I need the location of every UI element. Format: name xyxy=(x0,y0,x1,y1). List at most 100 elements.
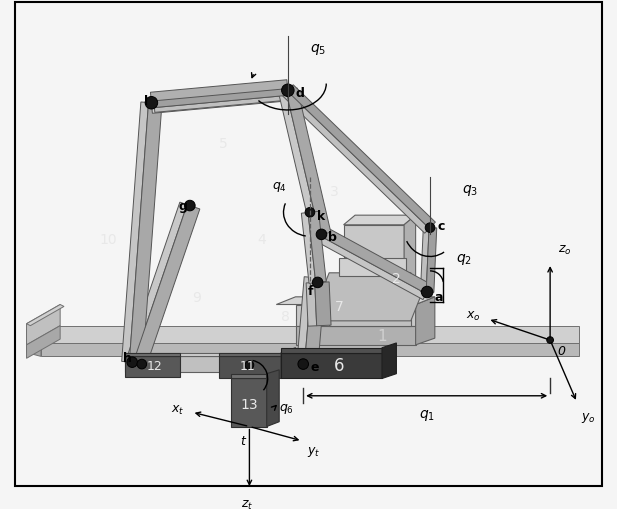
Polygon shape xyxy=(317,237,426,300)
Text: $q_2$: $q_2$ xyxy=(456,251,472,266)
Text: 13: 13 xyxy=(241,398,259,412)
Text: 4: 4 xyxy=(257,233,267,247)
Polygon shape xyxy=(296,326,416,345)
Polygon shape xyxy=(125,353,315,357)
Text: l: l xyxy=(144,95,148,108)
Polygon shape xyxy=(122,103,149,362)
Polygon shape xyxy=(297,277,312,368)
Polygon shape xyxy=(278,92,320,237)
Text: f: f xyxy=(308,284,313,297)
Polygon shape xyxy=(125,203,187,365)
Polygon shape xyxy=(344,216,416,225)
Text: $x_t$: $x_t$ xyxy=(171,403,184,416)
Polygon shape xyxy=(27,305,64,326)
Text: $q_5$: $q_5$ xyxy=(310,42,326,58)
Polygon shape xyxy=(321,228,431,294)
Text: t: t xyxy=(241,434,246,447)
Polygon shape xyxy=(281,348,296,379)
Text: e: e xyxy=(311,361,320,374)
Text: 7: 7 xyxy=(334,300,343,314)
Text: $z_t$: $z_t$ xyxy=(241,498,254,509)
Polygon shape xyxy=(426,228,437,293)
Polygon shape xyxy=(329,293,411,326)
Polygon shape xyxy=(296,305,416,326)
Text: 0: 0 xyxy=(487,328,497,343)
Polygon shape xyxy=(125,353,180,357)
Circle shape xyxy=(245,361,254,370)
Text: 10: 10 xyxy=(99,233,117,247)
Text: $x_o$: $x_o$ xyxy=(466,309,481,322)
Polygon shape xyxy=(152,94,289,114)
Circle shape xyxy=(145,97,158,110)
Circle shape xyxy=(184,201,195,211)
Polygon shape xyxy=(41,343,579,357)
Polygon shape xyxy=(283,92,429,234)
Text: $z_o$: $z_o$ xyxy=(558,243,571,256)
Polygon shape xyxy=(218,353,281,357)
Polygon shape xyxy=(154,89,291,108)
Polygon shape xyxy=(339,259,406,276)
Text: $q_1$: $q_1$ xyxy=(419,408,435,422)
Polygon shape xyxy=(231,379,267,427)
Text: 0: 0 xyxy=(558,344,566,357)
Polygon shape xyxy=(344,225,404,293)
Polygon shape xyxy=(231,374,267,379)
Text: d: d xyxy=(296,87,304,99)
Polygon shape xyxy=(286,89,331,235)
Text: k: k xyxy=(317,209,325,222)
Polygon shape xyxy=(218,357,281,379)
Polygon shape xyxy=(320,273,420,321)
Polygon shape xyxy=(306,283,317,326)
Polygon shape xyxy=(382,343,396,379)
Polygon shape xyxy=(130,103,162,363)
Text: c: c xyxy=(437,220,445,233)
Text: 1: 1 xyxy=(377,328,387,343)
Text: $y_t$: $y_t$ xyxy=(307,444,320,458)
Text: $q_4$: $q_4$ xyxy=(272,180,287,194)
Circle shape xyxy=(137,359,147,369)
Polygon shape xyxy=(267,370,280,427)
Polygon shape xyxy=(125,357,180,377)
Polygon shape xyxy=(27,326,41,357)
Text: 9: 9 xyxy=(192,290,201,304)
Polygon shape xyxy=(41,326,579,343)
Polygon shape xyxy=(416,297,435,345)
Polygon shape xyxy=(281,348,382,353)
Polygon shape xyxy=(133,205,200,370)
Circle shape xyxy=(281,85,294,97)
Text: $y_o$: $y_o$ xyxy=(581,410,595,425)
Text: $q_3$: $q_3$ xyxy=(462,182,478,197)
Polygon shape xyxy=(304,278,325,369)
Polygon shape xyxy=(154,96,291,113)
Text: a: a xyxy=(435,291,444,304)
Polygon shape xyxy=(281,353,382,379)
Polygon shape xyxy=(125,357,315,372)
Polygon shape xyxy=(420,228,429,292)
Text: 8: 8 xyxy=(281,309,291,323)
Polygon shape xyxy=(287,86,436,229)
Polygon shape xyxy=(27,326,60,359)
Circle shape xyxy=(312,277,323,288)
Text: $q_6$: $q_6$ xyxy=(280,401,294,415)
Circle shape xyxy=(305,208,315,218)
Circle shape xyxy=(425,223,435,233)
Polygon shape xyxy=(301,213,316,284)
Text: 2: 2 xyxy=(392,271,401,285)
Text: h: h xyxy=(123,351,131,364)
Text: b: b xyxy=(328,231,337,243)
Circle shape xyxy=(421,287,433,298)
Text: 5: 5 xyxy=(219,137,228,151)
Text: 11: 11 xyxy=(239,359,255,372)
Text: g: g xyxy=(178,200,187,213)
Circle shape xyxy=(316,230,327,240)
Polygon shape xyxy=(276,297,435,305)
Polygon shape xyxy=(404,216,416,293)
Circle shape xyxy=(547,337,553,344)
Text: 6: 6 xyxy=(334,356,344,374)
Text: 12: 12 xyxy=(146,359,162,372)
Polygon shape xyxy=(27,305,60,345)
Polygon shape xyxy=(151,80,288,106)
Polygon shape xyxy=(315,282,331,326)
Circle shape xyxy=(127,357,138,367)
Polygon shape xyxy=(308,212,326,283)
